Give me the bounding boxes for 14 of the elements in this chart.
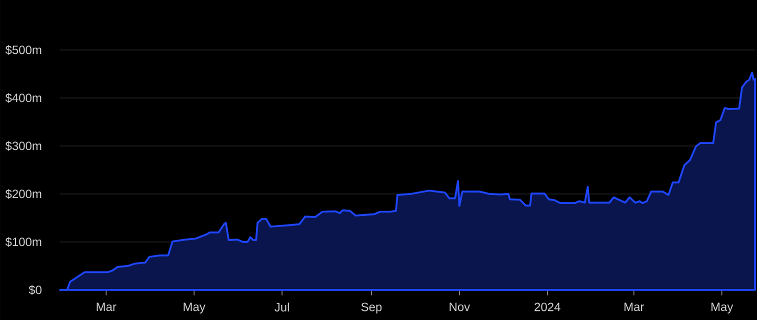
x-tick-label: May — [711, 302, 734, 314]
x-tick-label: Mar — [96, 302, 116, 312]
x-tick-label: 2024 — [534, 302, 560, 312]
y-tick-label: $0 — [28, 285, 42, 295]
y-tick-label: $400m — [5, 93, 42, 103]
y-tick-label: $200m — [5, 189, 42, 199]
x-tick-label: Mar — [624, 302, 644, 312]
y-tick-label: $500m — [5, 45, 42, 55]
y-tick-label: $300m — [5, 141, 42, 151]
x-tick-label: May — [184, 302, 206, 314]
x-tick-label: Jul — [274, 302, 289, 312]
y-tick-label: $100m — [5, 237, 42, 247]
x-tick-label: Sep — [361, 302, 382, 314]
x-tick-label: Nov — [450, 302, 470, 312]
